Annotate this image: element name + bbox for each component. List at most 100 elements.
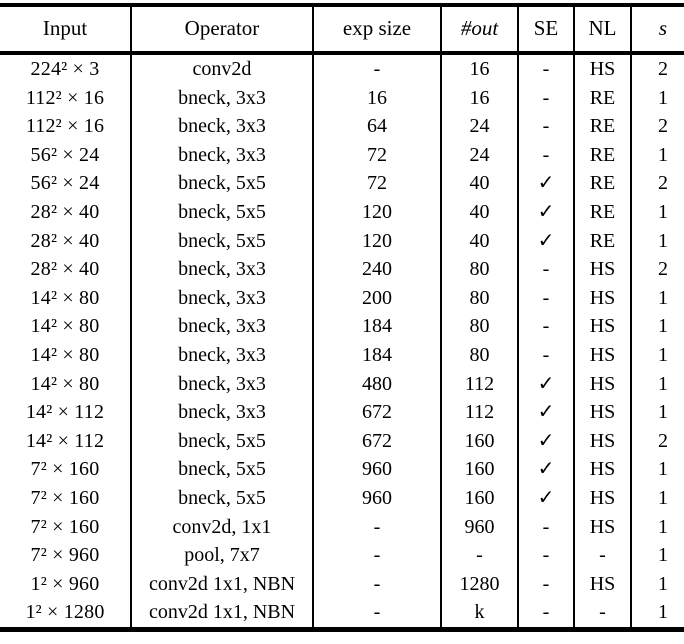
cell-nl: RE xyxy=(573,169,631,198)
cell-nl: HS xyxy=(573,312,631,341)
cell-nl: - xyxy=(573,598,631,630)
cell-input: 56² × 24 xyxy=(30,143,100,166)
cell-input: 28² × 40 xyxy=(30,258,100,281)
table-row: 28² × 40 bneck, 3x3 240 80 - HS 2 xyxy=(0,255,684,284)
cell-exp-size: 240 xyxy=(312,255,441,284)
table-row: 14² × 80 bneck, 3x3 184 80 - HS 1 xyxy=(0,340,684,370)
cell-out: 16 xyxy=(440,53,518,84)
table-row: 56² × 24 bneck, 3x3 72 24 - RE 1 xyxy=(0,140,684,170)
cell-nl: HS xyxy=(573,455,631,484)
cell-s: 1 xyxy=(630,140,684,170)
cell-se: - xyxy=(517,541,574,570)
table-row: 28² × 40 bneck, 5x5 120 40 ✓ RE 1 xyxy=(0,197,684,227)
cell-operator: bneck, 5x5 xyxy=(130,483,313,513)
cell-se: - xyxy=(517,255,574,284)
table-row: 1² × 1280 conv2d 1x1, NBN - k - - 1 xyxy=(0,598,684,630)
cell-se: - xyxy=(517,598,574,630)
cell-out: 80 xyxy=(440,255,518,284)
cell-nl: RE xyxy=(573,140,631,170)
table-header: Input Operator exp size #out SE NL s xyxy=(0,5,684,55)
cell-nl: HS xyxy=(573,569,631,599)
cell-input: 14² × 80 xyxy=(30,372,100,395)
cell-s: 1 xyxy=(630,283,684,313)
cell-exp-size: 120 xyxy=(312,226,441,256)
table-row: 28² × 40 bneck, 5x5 120 40 ✓ RE 1 xyxy=(0,226,684,256)
cell-exp-size: 672 xyxy=(312,426,441,456)
cell-operator: bneck, 5x5 xyxy=(130,197,313,227)
cell-exp-size: - xyxy=(312,512,441,542)
cell-input: 14² × 112 xyxy=(25,401,105,424)
cell-operator: pool, 7x7 xyxy=(130,541,313,570)
cell-out: 160 xyxy=(440,426,518,456)
cell-nl: RE xyxy=(573,226,631,256)
cell-input: 14² × 80 xyxy=(30,315,100,338)
cell-exp-size: 120 xyxy=(312,197,441,227)
cell-se: ✓ xyxy=(517,169,574,198)
cell-operator: bneck, 3x3 xyxy=(130,112,313,141)
cell-input: 7² × 960 xyxy=(30,544,100,567)
table-row: 56² × 24 bneck, 5x5 72 40 ✓ RE 2 xyxy=(0,169,684,198)
header-nl: NL xyxy=(573,5,631,55)
cell-exp-size: 200 xyxy=(312,283,441,313)
cell-out: 160 xyxy=(440,455,518,484)
cell-exp-size: 672 xyxy=(312,398,441,427)
cell-se: - xyxy=(517,83,574,113)
cell-out: 40 xyxy=(440,197,518,227)
cell-nl: RE xyxy=(573,112,631,141)
cell-input: 1² × 960 xyxy=(30,572,100,595)
cell-s: 1 xyxy=(630,340,684,370)
table-row: 7² × 160 conv2d, 1x1 - 960 - HS 1 xyxy=(0,512,684,542)
cell-se: ✓ xyxy=(517,369,574,399)
cell-input: 28² × 40 xyxy=(30,200,100,223)
cell-out: 40 xyxy=(440,226,518,256)
cell-operator: bneck, 3x3 xyxy=(130,83,313,113)
cell-input: 14² × 80 xyxy=(30,286,100,309)
table-row: 14² × 112 bneck, 3x3 672 112 ✓ HS 1 xyxy=(0,398,684,427)
cell-exp-size: - xyxy=(312,541,441,570)
cell-exp-size: 480 xyxy=(312,369,441,399)
cell-s: 2 xyxy=(630,53,684,84)
cell-operator: conv2d 1x1, NBN xyxy=(130,569,313,599)
table-row: 7² × 160 bneck, 5x5 960 160 ✓ HS 1 xyxy=(0,483,684,513)
header-exp-size: exp size xyxy=(312,5,441,55)
cell-exp-size: - xyxy=(312,598,441,630)
cell-input: 112² × 16 xyxy=(25,86,105,109)
cell-se: - xyxy=(517,340,574,370)
cell-se: ✓ xyxy=(517,226,574,256)
cell-operator: bneck, 3x3 xyxy=(130,283,313,313)
cell-input: 1² × 1280 xyxy=(25,601,105,624)
cell-exp-size: 184 xyxy=(312,340,441,370)
cell-out: 80 xyxy=(440,340,518,370)
cell-operator: bneck, 3x3 xyxy=(130,340,313,370)
table-row: 112² × 16 bneck, 3x3 64 24 - RE 2 xyxy=(0,112,684,141)
cell-operator: bneck, 3x3 xyxy=(130,398,313,427)
header-row: Input Operator exp size #out SE NL s xyxy=(0,5,684,55)
cell-out: - xyxy=(440,541,518,570)
cell-input: 14² × 112 xyxy=(25,429,105,452)
cell-operator: bneck, 5x5 xyxy=(130,226,313,256)
cell-out: 40 xyxy=(440,169,518,198)
cell-operator: bneck, 5x5 xyxy=(130,455,313,484)
cell-nl: HS xyxy=(573,512,631,542)
cell-input: 14² × 80 xyxy=(30,343,100,366)
cell-input: 7² × 160 xyxy=(30,515,100,538)
table-row: 112² × 16 bneck, 3x3 16 16 - RE 1 xyxy=(0,83,684,113)
table-row: 1² × 960 conv2d 1x1, NBN - 1280 - HS 1 xyxy=(0,569,684,599)
cell-out: 112 xyxy=(440,398,518,427)
cell-s: 1 xyxy=(630,512,684,542)
cell-out: k xyxy=(440,598,518,630)
cell-se: - xyxy=(517,512,574,542)
cell-se: - xyxy=(517,53,574,84)
header-s: s xyxy=(630,5,684,55)
cell-nl: HS xyxy=(573,398,631,427)
header-operator: Operator xyxy=(130,5,313,55)
table-body: 224² × 3 conv2d - 16 - HS 2 112² × 16 bn… xyxy=(0,53,684,630)
cell-exp-size: - xyxy=(312,569,441,599)
cell-s: 1 xyxy=(630,83,684,113)
cell-out: 24 xyxy=(440,140,518,170)
cell-s: 1 xyxy=(630,226,684,256)
cell-nl: HS xyxy=(573,483,631,513)
cell-s: 2 xyxy=(630,169,684,198)
cell-se: - xyxy=(517,140,574,170)
cell-exp-size: 16 xyxy=(312,83,441,113)
